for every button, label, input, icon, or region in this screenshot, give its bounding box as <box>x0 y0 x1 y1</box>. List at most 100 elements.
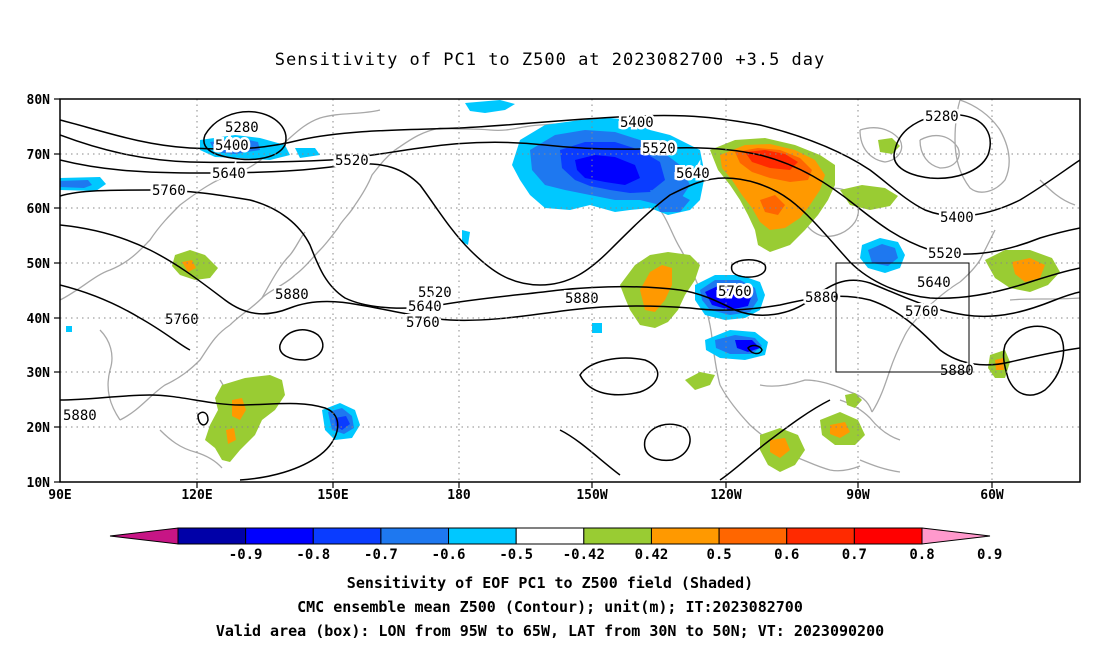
lat-tick-label: 30N <box>27 366 51 381</box>
contour-label: 5640 <box>408 299 442 315</box>
shade-neg-3 <box>465 100 515 113</box>
contour-label: 5760 <box>406 315 440 331</box>
contour-label: 5280 <box>225 120 259 136</box>
shade-pos-4e <box>760 195 785 215</box>
lat-axis: 80N 70N 60N 50N 40N 30N 20N 10N <box>27 93 51 491</box>
colorbar-block <box>245 527 314 545</box>
colorbar-label: 0.8 <box>909 547 934 563</box>
colorbar-label: 0.9 <box>977 547 1002 563</box>
lat-ticks <box>54 98 60 483</box>
colorbar-label: -0.5 <box>499 547 533 563</box>
lon-tick-label: 60W <box>980 488 1004 503</box>
colorbar-block <box>786 527 855 545</box>
shade-neg-8c <box>735 340 760 352</box>
colorbar-label: -0.42 <box>563 547 605 563</box>
shade-neg-7c <box>705 285 752 310</box>
colorbar-block <box>177 527 247 545</box>
shade-pos-2b <box>232 398 246 420</box>
lat-tick-label: 80N <box>27 93 51 108</box>
colorbar-block <box>515 527 585 545</box>
lon-tick-label: 150W <box>576 488 607 503</box>
colorbar-block <box>650 527 720 545</box>
lat-tick-label: 20N <box>27 421 51 436</box>
colorbar-label: -0.9 <box>229 547 263 563</box>
shade-pos-6b <box>1012 258 1045 282</box>
colorbar-label: 0.5 <box>706 547 731 563</box>
shade-pos-8 <box>685 372 715 390</box>
lon-tick-label: 150E <box>317 488 348 503</box>
contour-label: 5760 <box>905 304 939 320</box>
caption-contour: CMC ensemble mean Z500 (Contour); unit(m… <box>297 598 803 616</box>
contour-label: 5520 <box>642 141 676 157</box>
colorbar-label: 0.42 <box>635 547 669 563</box>
colorbar-block <box>380 527 450 545</box>
map-title: Sensitivity of PC1 to Z500 at 2023082700… <box>274 50 826 70</box>
shade-neg-4e <box>650 190 690 212</box>
contour-label: 5400 <box>940 210 974 226</box>
lat-tick-label: 50N <box>27 257 51 272</box>
colorbar-block <box>448 527 517 545</box>
contour-label: 5280 <box>925 109 959 125</box>
colorbar-block <box>312 527 382 545</box>
caption-shading: Sensitivity of EOF PC1 to Z500 field (Sh… <box>346 574 754 592</box>
contour-label: 5640 <box>676 166 710 182</box>
colorbar: -0.9 -0.8 -0.7 -0.6 -0.5 -0.42 0.42 0.5 0.6 0.7 0.… <box>109 527 1002 563</box>
shade-neg-4d <box>575 155 640 185</box>
colorbar-block <box>583 527 652 545</box>
contour-label: 5640 <box>212 166 246 182</box>
colorbar-label: 0.6 <box>774 547 799 563</box>
contour-label: 5400 <box>215 138 249 154</box>
contour-label: 5520 <box>418 285 452 301</box>
colorbar-label: -0.8 <box>296 547 330 563</box>
lon-tick-label: 180 <box>447 488 471 503</box>
shade-neg-1b <box>60 180 92 188</box>
contour-label: 5520 <box>928 246 962 262</box>
contour-label: 5760 <box>718 284 752 300</box>
colorbar-label: -0.7 <box>364 547 398 563</box>
contour-label: 5880 <box>63 408 97 424</box>
colorbar-label: 0.7 <box>842 547 867 563</box>
contour-label: 5880 <box>805 290 839 306</box>
plot-area: 5280 5400 5520 5640 5760 5880 5520 5640 … <box>60 99 1080 482</box>
shade-neg-9b <box>868 244 898 266</box>
valid-area-box <box>835 262 970 373</box>
shade-pos-11 <box>845 393 862 408</box>
sensitivity-shading <box>60 100 1060 472</box>
lon-tick-label: 120W <box>710 488 741 503</box>
shade-neg-2b <box>210 138 260 154</box>
contour-label: 5400 <box>620 115 654 131</box>
contour-label: 5880 <box>940 363 974 379</box>
colorbar-max-arrow <box>921 527 991 545</box>
caption-valid-area: Valid area (box): LON from 95W to 65W, L… <box>215 622 885 640</box>
colorbar-block <box>718 527 788 545</box>
shade-neg-6b <box>66 326 72 332</box>
lat-tick-label: 60N <box>27 202 51 217</box>
contour-label: 5640 <box>917 275 951 291</box>
colorbar-block <box>853 527 923 545</box>
shade-pos-4f <box>840 185 898 210</box>
shade-pos-2 <box>205 375 285 462</box>
lat-tick-label: 70N <box>27 148 51 163</box>
lon-tick-label: 90W <box>846 488 870 503</box>
contour-labels: 5280 5400 5520 5640 5760 5880 5520 5640 … <box>61 107 977 427</box>
grid-lines <box>60 99 1080 482</box>
z500-contours <box>60 110 1080 481</box>
lon-ticks <box>196 482 993 488</box>
lon-tick-label: 120E <box>181 488 212 503</box>
shade-neg-6 <box>592 323 602 333</box>
shade-neg-5 <box>462 230 470 245</box>
shade-pos-9b <box>770 438 790 458</box>
contour-label: 5760 <box>165 312 199 328</box>
lon-axis: 90E 120E 150E 180 150W 120W 90W 60W <box>48 488 1004 503</box>
shade-pos-2c <box>226 428 236 444</box>
contour-label: 5880 <box>565 291 599 307</box>
shade-pos-10b <box>830 422 850 438</box>
shade-pos-3b <box>640 265 672 312</box>
plot-frame <box>59 98 1081 483</box>
lon-tick-label: 90E <box>48 488 71 503</box>
contour-label: 5880 <box>275 287 309 303</box>
contour-label: 5520 <box>335 153 369 169</box>
lat-tick-label: 10N <box>27 476 51 491</box>
shade-neg-2c <box>295 148 320 158</box>
